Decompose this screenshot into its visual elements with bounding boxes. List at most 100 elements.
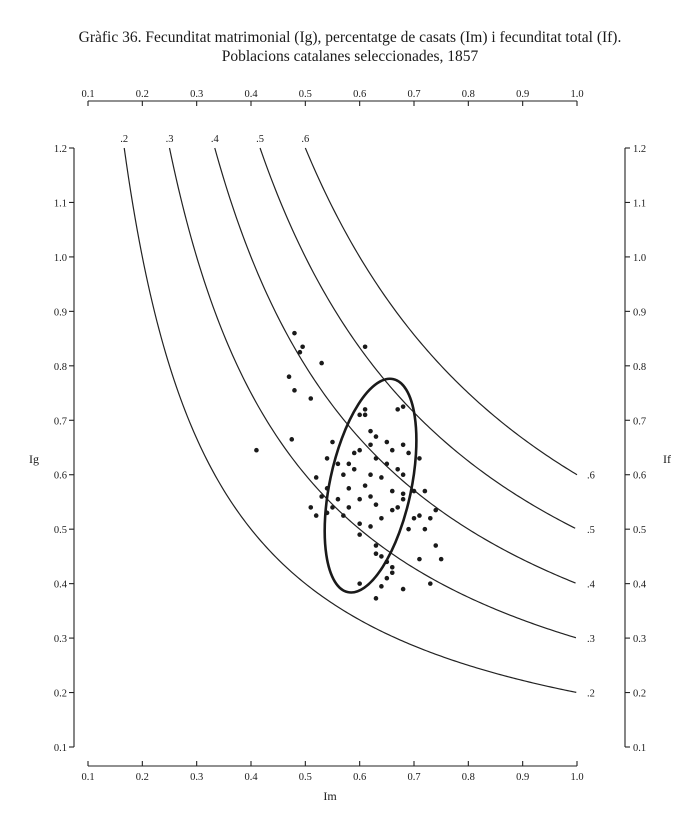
data-point: [357, 447, 362, 453]
data-point: [368, 442, 373, 448]
data-point: [351, 450, 357, 456]
curve-label-top: .5: [256, 134, 264, 145]
data-point: [368, 494, 373, 499]
x-tick-label-top: 1.0: [570, 89, 583, 100]
y-tick-label-right: 1.0: [633, 253, 646, 264]
data-point: [335, 496, 341, 502]
data-point: [362, 407, 368, 412]
y-tick-label-right: 0.2: [633, 689, 646, 700]
data-point: [389, 565, 395, 570]
curve-label-right: .4: [587, 580, 596, 591]
data-point: [395, 407, 401, 412]
x-tick-label-top: 0.6: [353, 89, 366, 100]
y-tick-label-left: 0.2: [54, 689, 67, 700]
data-point: [389, 507, 395, 513]
data-point: [406, 450, 411, 456]
data-point: [373, 551, 379, 556]
curve-label-right: .3: [587, 634, 595, 645]
curve-label-right: .2: [587, 689, 595, 700]
data-point: [362, 412, 368, 418]
data-point: [389, 488, 395, 494]
y-axis-label: Ig: [29, 452, 39, 466]
y-tick-label-right: 0.6: [633, 471, 646, 482]
curve-line: [168, 147, 577, 639]
y-tick-label-right: 0.3: [633, 634, 646, 645]
y-tick-label-right: 0.8: [633, 362, 646, 373]
x-tick-label-top: 0.1: [81, 89, 94, 100]
y-tick-label-left: 1.1: [54, 198, 67, 209]
curve-label-right: .5: [587, 525, 595, 536]
ellipse-group: [323, 377, 418, 594]
data-point: [400, 442, 406, 448]
y-tick-label-left: 1.2: [54, 144, 67, 155]
data-point: [292, 388, 297, 393]
data-point: [341, 472, 346, 478]
data-point: [384, 461, 390, 467]
chart-subtitle: Poblacions catalanes seleccionades, 1857: [221, 48, 479, 65]
data-point: [373, 456, 379, 461]
data-point: [417, 456, 422, 461]
data-point: [297, 349, 303, 355]
data-point: [324, 486, 330, 491]
y-tick-label-right: 0.9: [633, 307, 646, 318]
data-point: [400, 491, 406, 497]
data-point: [368, 524, 373, 529]
data-point: [411, 488, 417, 494]
curve-line: [214, 147, 576, 584]
data-point: [422, 488, 428, 494]
curve-label-top: .3: [166, 134, 174, 145]
data-point: [286, 374, 292, 380]
data-point: [254, 447, 259, 453]
x-tick-label-bottom: 0.7: [407, 772, 420, 783]
data-point: [341, 513, 346, 518]
y-tick-label-left: 0.8: [54, 362, 67, 373]
data-point: [379, 515, 384, 521]
y-tick-label-right: 0.5: [633, 525, 646, 536]
data-point: [433, 543, 439, 548]
data-point: [373, 434, 379, 439]
data-point: [346, 461, 352, 467]
data-point: [362, 344, 368, 350]
curve-line: [259, 147, 576, 529]
curve-label-top: .2: [120, 134, 128, 145]
x-tick-label-top: 0.3: [190, 89, 203, 100]
curve-label-top: .4: [211, 134, 220, 145]
data-point: [389, 570, 395, 576]
x-tick-label-bottom: 0.6: [353, 772, 366, 783]
x-tick-label-bottom: 0.1: [81, 772, 94, 783]
x-tick-label-top: 0.9: [516, 89, 529, 100]
y-tick-label-left: 0.6: [54, 471, 67, 482]
data-point: [428, 581, 433, 586]
data-point: [379, 475, 384, 480]
data-point: [330, 439, 335, 445]
data-point: [400, 472, 406, 478]
x-tick-label-top: 0.5: [299, 89, 312, 100]
x-tick-label-top: 0.8: [462, 89, 475, 100]
data-point: [384, 559, 390, 565]
data-point: [384, 575, 390, 581]
data-point: [319, 494, 324, 499]
data-point: [395, 505, 401, 510]
data-point: [368, 472, 373, 478]
data-point: [324, 456, 330, 461]
y-tick-label-left: 0.7: [54, 416, 67, 427]
y-tick-label-right: 0.4: [633, 580, 647, 591]
y2-axis-label: If: [663, 452, 671, 466]
data-point: [433, 507, 439, 513]
data-point: [422, 526, 428, 532]
y-tick-label-right: 0.7: [633, 416, 646, 427]
data-point: [346, 486, 352, 491]
isofertility-curves: .2 .2 .3 .3 .4 .4 .5 .5 .6 .6: [120, 134, 595, 700]
curve-line: [123, 147, 577, 693]
data-point: [357, 496, 362, 502]
data-point: [362, 483, 368, 488]
y-tick-label-left: 0.4: [54, 580, 68, 591]
x-axis-label: Im: [323, 789, 337, 803]
x-tick-label-bottom: 0.4: [244, 772, 258, 783]
axes-group: 0.1 0.1 0.2 0.2 0.3 0.3 0.4 0.4 0.5 0.5 0.6 0.6 0.7 0…: [54, 89, 647, 783]
data-point: [379, 584, 384, 589]
data-point: [373, 543, 379, 548]
x-tick-label-bottom: 1.0: [570, 772, 583, 783]
x-tick-label-top: 0.7: [407, 89, 420, 100]
